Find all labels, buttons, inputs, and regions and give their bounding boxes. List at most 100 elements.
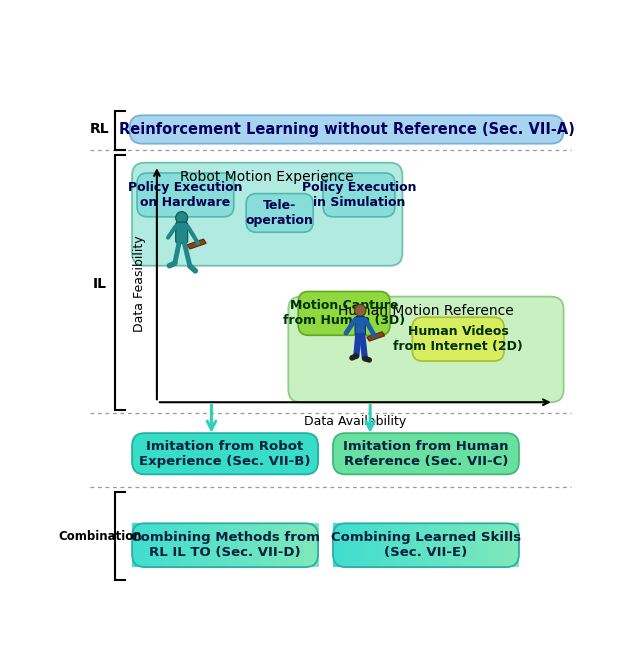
Bar: [163, 523, 165, 567]
Bar: [354, 523, 356, 567]
Bar: [472, 523, 476, 567]
Bar: [509, 523, 513, 567]
Bar: [445, 523, 447, 567]
Bar: [188, 523, 191, 567]
Bar: [388, 523, 392, 567]
Bar: [153, 523, 156, 567]
Bar: [193, 523, 195, 567]
Bar: [146, 523, 149, 567]
Bar: [278, 523, 282, 567]
Bar: [274, 523, 276, 567]
Bar: [338, 523, 340, 567]
Bar: [489, 523, 492, 567]
Text: Combining Methods from
RL IL TO (Sec. VII-D): Combining Methods from RL IL TO (Sec. VI…: [131, 531, 319, 559]
Bar: [234, 523, 237, 567]
Bar: [211, 523, 214, 567]
Bar: [405, 523, 408, 567]
Bar: [239, 523, 242, 567]
FancyBboxPatch shape: [132, 433, 318, 474]
Bar: [365, 523, 369, 567]
Bar: [288, 523, 291, 567]
Bar: [181, 523, 184, 567]
FancyBboxPatch shape: [132, 163, 403, 266]
Bar: [454, 523, 457, 567]
Bar: [356, 523, 359, 567]
Bar: [461, 523, 463, 567]
Text: Data Feasibility: Data Feasibility: [133, 235, 146, 332]
Bar: [342, 523, 345, 567]
Bar: [251, 523, 253, 567]
Bar: [516, 523, 520, 567]
Bar: [333, 523, 336, 567]
Text: Policy Execution
on Hardware: Policy Execution on Hardware: [128, 181, 243, 209]
Bar: [214, 523, 216, 567]
Bar: [384, 523, 387, 567]
Bar: [150, 523, 154, 567]
Bar: [292, 523, 295, 567]
Bar: [207, 523, 209, 567]
Bar: [505, 523, 508, 567]
Bar: [401, 523, 403, 567]
Bar: [232, 523, 235, 567]
Bar: [132, 523, 135, 567]
Bar: [372, 523, 375, 567]
Bar: [304, 523, 307, 567]
FancyBboxPatch shape: [412, 317, 504, 361]
Bar: [512, 523, 515, 567]
Bar: [179, 523, 181, 567]
Bar: [297, 523, 300, 567]
Bar: [230, 523, 232, 567]
Text: Reinforcement Learning without Reference (Sec. VII-A): Reinforcement Learning without Reference…: [118, 122, 575, 137]
Bar: [419, 523, 422, 567]
Bar: [248, 523, 251, 567]
Bar: [351, 523, 355, 567]
Bar: [508, 523, 510, 567]
FancyBboxPatch shape: [288, 296, 564, 402]
Bar: [197, 523, 200, 567]
Bar: [186, 523, 188, 567]
Bar: [271, 523, 275, 567]
Bar: [396, 523, 399, 567]
Bar: [358, 523, 362, 567]
Bar: [335, 523, 338, 567]
Bar: [361, 523, 364, 567]
Bar: [290, 523, 293, 567]
Bar: [475, 523, 477, 567]
Bar: [209, 523, 212, 567]
Bar: [316, 523, 319, 567]
Circle shape: [355, 304, 366, 316]
Bar: [375, 523, 378, 567]
Bar: [515, 523, 517, 567]
Bar: [465, 523, 468, 567]
Bar: [491, 523, 494, 567]
Bar: [452, 523, 454, 567]
Bar: [237, 523, 239, 567]
Bar: [141, 523, 144, 567]
Bar: [311, 523, 314, 567]
Bar: [284, 523, 286, 567]
Bar: [255, 523, 258, 567]
Bar: [264, 523, 268, 567]
Bar: [244, 523, 246, 567]
FancyBboxPatch shape: [129, 115, 564, 144]
Bar: [344, 523, 348, 567]
Bar: [281, 523, 284, 567]
Bar: [200, 523, 202, 567]
Bar: [307, 523, 309, 567]
Bar: [403, 523, 406, 567]
Bar: [502, 523, 506, 567]
Bar: [253, 523, 256, 567]
Bar: [493, 523, 496, 567]
Bar: [380, 523, 382, 567]
FancyBboxPatch shape: [175, 222, 188, 244]
Bar: [183, 523, 186, 567]
Bar: [216, 523, 219, 567]
Text: Policy Execution
in Simulation: Policy Execution in Simulation: [301, 181, 416, 209]
Bar: [160, 523, 163, 567]
Bar: [134, 523, 137, 567]
Bar: [164, 523, 168, 567]
Bar: [340, 523, 343, 567]
Bar: [225, 523, 228, 567]
Bar: [442, 523, 445, 567]
Text: Robot Motion Experience: Robot Motion Experience: [180, 171, 354, 185]
